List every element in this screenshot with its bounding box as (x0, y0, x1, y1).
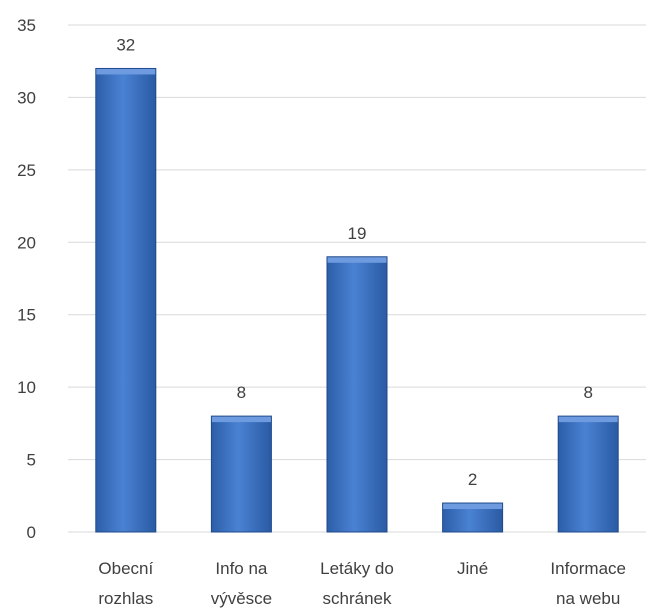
bar-outline (95, 67, 157, 533)
x-category-label: rozhlas (98, 589, 153, 608)
x-axis-category-labels: Obecní rozhlas Info na vývěsce Letáky do schr… (98, 559, 626, 608)
data-label: 8 (237, 383, 246, 402)
x-category-label: Obecní (98, 559, 153, 578)
bar-bevel (558, 416, 619, 423)
y-tick-label: 10 (17, 378, 36, 397)
y-tick-label: 15 (17, 306, 36, 325)
bar-bevel (327, 256, 387, 263)
x-category-label: schránek (323, 589, 392, 608)
data-label: 32 (116, 35, 135, 54)
x-category-label: Info na (215, 559, 268, 578)
y-tick-label: 20 (17, 233, 36, 252)
y-axis-tick-labels: 0 5 10 15 20 25 30 35 (17, 16, 36, 542)
x-category-label: vývěsce (211, 589, 272, 608)
y-tick-label: 0 (27, 523, 36, 542)
bar-bevel (211, 416, 272, 423)
bar-outline (326, 256, 388, 533)
y-tick-label: 25 (17, 161, 36, 180)
bar (210, 415, 272, 533)
data-label: 2 (468, 470, 477, 489)
bar-outline (210, 415, 272, 533)
x-category-label: Informace (550, 559, 626, 578)
bar (442, 502, 504, 533)
x-category-label: Jiné (457, 559, 488, 578)
bars (95, 67, 619, 533)
bar-outline (557, 415, 619, 533)
bar-bevel (95, 68, 156, 75)
x-category-label: na webu (556, 589, 620, 608)
bar-body (327, 256, 387, 532)
bar-bevel (442, 503, 503, 510)
y-tick-label: 35 (17, 16, 36, 35)
data-labels: 32 8 19 2 8 (116, 35, 593, 489)
bar (557, 415, 619, 533)
data-label: 19 (348, 224, 367, 243)
bar (95, 67, 157, 533)
bar-body (558, 416, 619, 532)
bar-body (211, 416, 272, 532)
y-tick-label: 5 (27, 451, 36, 470)
bar (326, 256, 388, 533)
y-tick-label: 30 (17, 88, 36, 107)
x-category-label: Letáky do (320, 559, 394, 578)
bar-body (95, 68, 156, 532)
data-label: 8 (583, 383, 592, 402)
bar-outline (442, 502, 504, 533)
